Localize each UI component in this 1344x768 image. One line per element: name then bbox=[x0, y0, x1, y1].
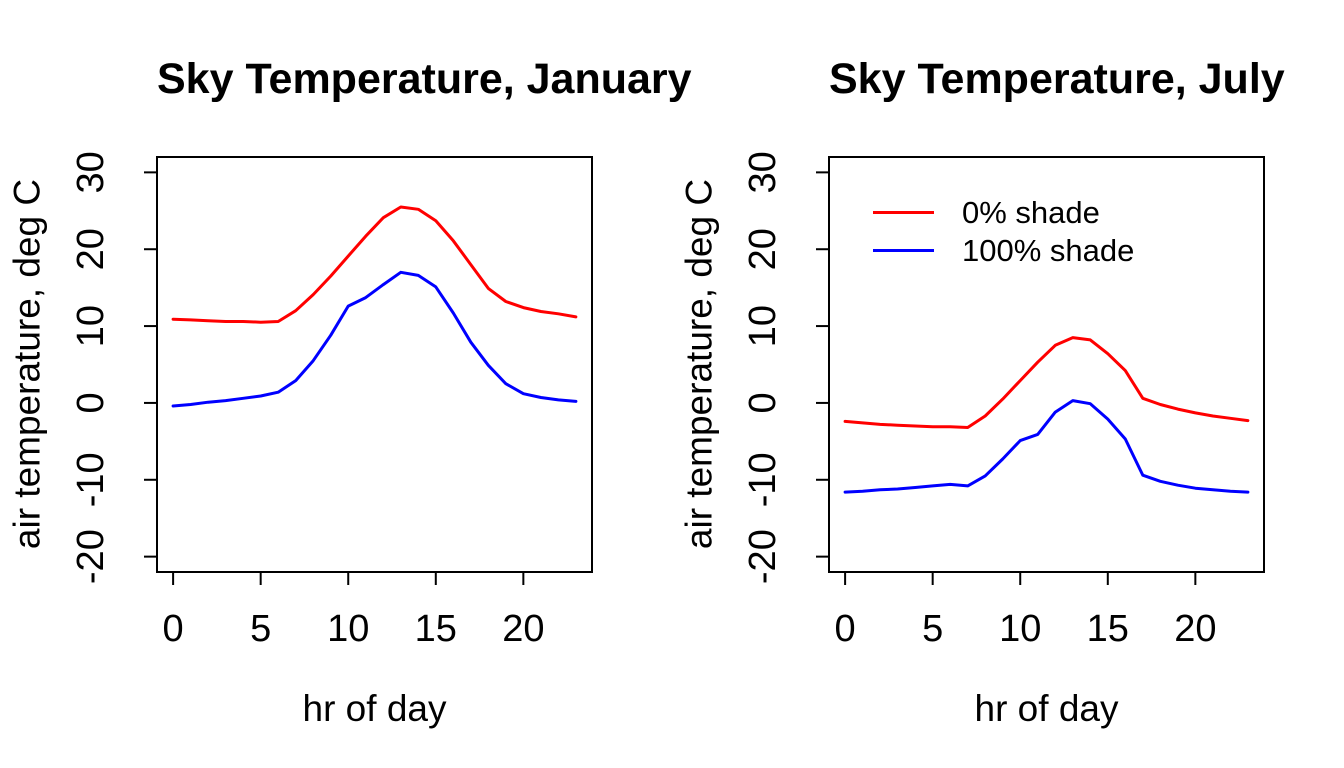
y-tick-label: 0 bbox=[70, 392, 112, 413]
legend-line-0pct-shade bbox=[873, 210, 934, 214]
legend-label-0pct-shade: 0% shade bbox=[962, 194, 1100, 230]
y-tick-label: 20 bbox=[70, 228, 112, 270]
series-line-100-shade bbox=[843, 399, 1250, 494]
x-tick-label: 15 bbox=[415, 608, 457, 650]
x-tick-label: 0 bbox=[835, 608, 856, 650]
x-axis-label-january: hr of day bbox=[302, 688, 447, 729]
series-line-0-shade bbox=[843, 336, 1250, 429]
x-tick-label: 5 bbox=[922, 608, 943, 650]
y-tick-label: 10 bbox=[742, 305, 784, 347]
y-tick-label: 10 bbox=[70, 305, 112, 347]
y-tick-label: -10 bbox=[70, 452, 112, 507]
y-tick-label: 0 bbox=[742, 392, 784, 413]
x-tick-label: 10 bbox=[327, 608, 369, 650]
x-tick-label: 15 bbox=[1087, 608, 1129, 650]
legend-line-100pct-shade bbox=[873, 248, 934, 252]
legend: 0% shade 100% shade bbox=[873, 193, 1134, 269]
x-tick-label: 5 bbox=[250, 608, 271, 650]
series-line-0-shade bbox=[171, 205, 578, 324]
plot-box bbox=[156, 156, 593, 573]
x-tick-label: 10 bbox=[999, 608, 1041, 650]
y-tick-label: -20 bbox=[70, 529, 112, 584]
chart-title-july: Sky Temperature, July bbox=[829, 55, 1285, 103]
plot-area-january: 0 5 10 15 20 -20 -10 0 10 20 30 bbox=[70, 151, 593, 650]
x-tick-label: 20 bbox=[502, 608, 544, 650]
y-tick-label: -10 bbox=[742, 452, 784, 507]
series-line-100-shade bbox=[171, 270, 578, 408]
x-tick-label: 20 bbox=[1174, 608, 1216, 650]
x-axis-label-july: hr of day bbox=[974, 688, 1119, 729]
plot-area-july: 0 5 10 15 20 -20 -10 0 10 20 30 bbox=[742, 151, 1265, 650]
legend-label-100pct-shade: 100% shade bbox=[962, 232, 1135, 268]
y-tick-label: -20 bbox=[742, 529, 784, 584]
y-tick-label: 20 bbox=[742, 228, 784, 270]
y-tick-label: 30 bbox=[70, 151, 112, 193]
chart-panel-july: Sky Temperature, July air temperature, d… bbox=[672, 0, 1344, 768]
legend-item-0pct-shade: 0% shade bbox=[873, 193, 1134, 231]
x-tick-label: 0 bbox=[163, 608, 184, 650]
plot-box bbox=[828, 156, 1265, 573]
chart-panel-january: Sky Temperature, January air temperature… bbox=[7, 57, 692, 729]
legend-item-100pct-shade: 100% shade bbox=[873, 231, 1134, 269]
y-tick-label: 30 bbox=[742, 151, 784, 193]
